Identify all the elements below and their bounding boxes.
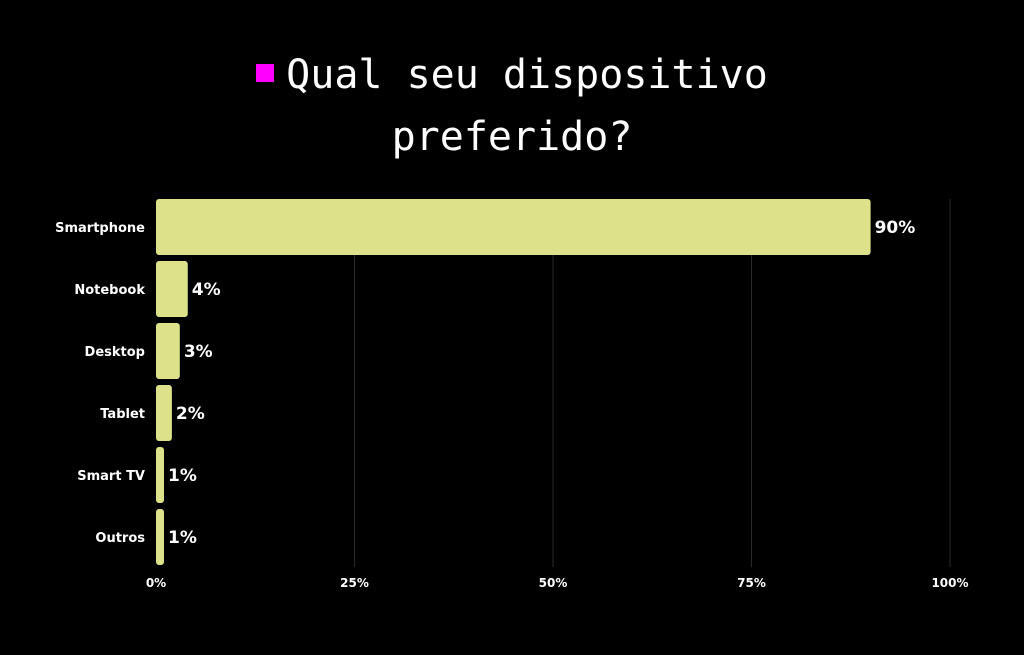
bars bbox=[156, 199, 871, 565]
category-label-smart-tv: Smart TV bbox=[77, 469, 145, 484]
bar-notebook bbox=[156, 261, 188, 317]
x-tick-label-0: 0% bbox=[146, 576, 166, 590]
category-label-desktop: Desktop bbox=[85, 345, 145, 360]
grid-lines bbox=[354, 199, 951, 567]
chart-title-text-1: Qual seu dispositivo bbox=[286, 52, 768, 98]
chart-title-line-1: Qual seu dispositivo bbox=[0, 44, 1024, 106]
chart-title: Qual seu dispositivo preferido? bbox=[0, 44, 1024, 168]
value-label-notebook: 4% bbox=[192, 280, 221, 300]
value-label-outros: 1% bbox=[168, 528, 197, 548]
value-label-desktop: 3% bbox=[184, 342, 213, 362]
value-label-smartphone: 90% bbox=[875, 218, 916, 238]
bar-smartphone bbox=[156, 199, 871, 255]
legend-swatch bbox=[256, 64, 275, 82]
x-tick-label-75: 75% bbox=[737, 576, 766, 590]
bar-outros bbox=[156, 509, 164, 565]
chart-title-line-2: preferido? bbox=[391, 114, 633, 160]
category-label-smartphone: Smartphone bbox=[55, 221, 145, 236]
labels: 0% 25% 50% 75% 100% Smartphone 90% Notebook 4% De… bbox=[55, 218, 968, 590]
x-tick-label-100: 100% bbox=[931, 576, 968, 590]
bar-desktop bbox=[156, 323, 180, 379]
x-tick-label-50: 50% bbox=[539, 576, 568, 590]
value-label-smart-tv: 1% bbox=[168, 466, 197, 486]
category-label-notebook: Notebook bbox=[74, 283, 145, 298]
bar-smart-tv bbox=[156, 447, 164, 503]
category-label-tablet: Tablet bbox=[100, 407, 145, 422]
x-tick-label-25: 25% bbox=[340, 576, 369, 590]
category-label-outros: Outros bbox=[95, 531, 145, 546]
bar-tablet bbox=[156, 385, 172, 441]
value-label-tablet: 2% bbox=[176, 404, 205, 424]
